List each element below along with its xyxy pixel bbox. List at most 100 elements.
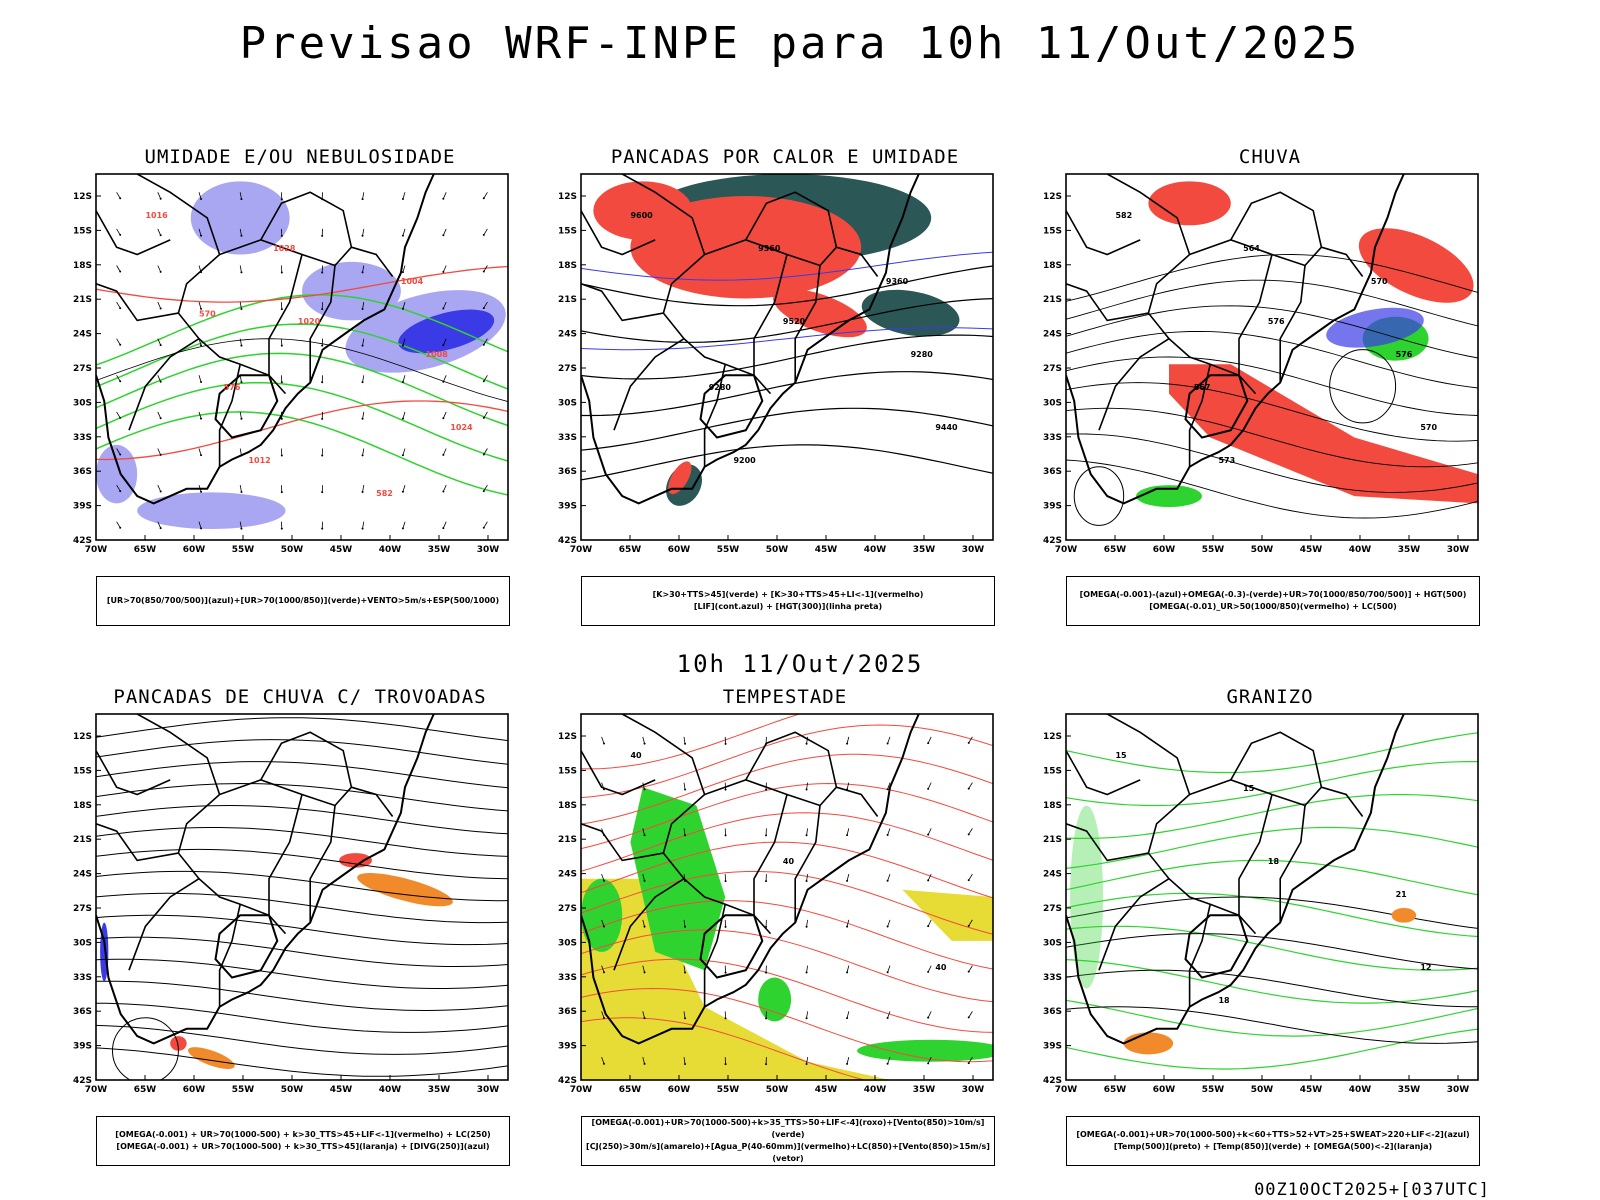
contour-label: 1008 <box>426 350 449 359</box>
lat-tick-label: 39S <box>1043 1042 1062 1052</box>
contour-label: 40 <box>783 857 795 866</box>
country-border <box>128 338 200 431</box>
coastline <box>581 174 920 505</box>
country-border <box>260 731 353 788</box>
lat-tick-label: 36S <box>558 467 577 477</box>
lat-tick-label: 42S <box>73 536 92 546</box>
panel-legend: [OMEGA(-0.001)+UR>70(1000-500)+k>35_TTS>… <box>581 1116 995 1166</box>
legend-line: [UR>70(850/700/500)](azul)+[UR>70(1000/8… <box>106 596 500 605</box>
country-border <box>128 878 200 971</box>
country-border <box>1238 254 1273 376</box>
lat-tick-label: 18S <box>558 801 577 811</box>
contour-label: 15 <box>1115 751 1127 760</box>
country-border <box>260 191 353 248</box>
weather-map: 9600 9520 9440 9360 9280 9200 9360 9280 12S 15S 18… <box>558 173 994 555</box>
lat-tick-label: 33S <box>73 433 92 443</box>
lat-tick-label: 24S <box>73 870 92 880</box>
lon-tick-label: 70W <box>570 545 593 555</box>
coastline <box>96 174 435 505</box>
panel-legend: [OMEGA(-0.001) + UR>70(1000-500) + k>30_… <box>96 1116 510 1166</box>
country-border <box>1066 750 1141 796</box>
map-frame <box>580 713 994 1081</box>
contour-label: 9360 <box>886 277 909 286</box>
contour-label: 9280 <box>911 350 934 359</box>
panel-title: GRANIZO <box>1226 686 1314 708</box>
lat-tick-label: 15S <box>73 766 92 776</box>
contour-label: 582 <box>376 489 393 498</box>
map-frame <box>1065 713 1479 1081</box>
lon-tick-label: 55W <box>1202 1085 1225 1095</box>
lat-tick-label: 39S <box>1043 502 1062 512</box>
lat-tick-label: 30S <box>1043 398 1062 408</box>
panel-pancadas-calor: PANCADAS POR CALOR E UMIDADE 9600 9520 9440… <box>535 146 1035 636</box>
country-border <box>581 750 656 796</box>
contour-label: 573 <box>1218 456 1235 465</box>
lat-tick-label: 33S <box>558 433 577 443</box>
lat-tick-label: 21S <box>73 295 92 305</box>
panel-pancadas-trovoadas: PANCADAS DE CHUVA C/ TROVOADAS 12S 15S 18S 2… <box>50 686 550 1176</box>
run-timestamp: 00Z10OCT2025+[037UTC] <box>1254 1180 1490 1200</box>
contour-label: 9280 <box>709 383 732 392</box>
contour-label: 582 <box>1115 211 1132 220</box>
valid-time-label: 10h 11/Out/2025 <box>676 650 924 678</box>
country-border <box>1188 364 1211 467</box>
lat-tick-label: 15S <box>1043 766 1062 776</box>
contour-label: 1028 <box>273 244 296 253</box>
lon-tick-label: 65W <box>1104 1085 1127 1095</box>
lon-tick-label: 35W <box>428 545 451 555</box>
lon-tick-label: 55W <box>1202 545 1225 555</box>
contour-label: 15 <box>1243 784 1255 793</box>
country-border <box>1238 794 1273 916</box>
country-border <box>794 265 821 383</box>
contour-label: 576 <box>224 383 241 392</box>
country-border <box>96 750 171 796</box>
contour-label: 18 <box>1218 996 1230 1005</box>
contour-label: 9600 <box>630 211 653 220</box>
uruguay-border <box>1184 374 1249 439</box>
lat-tick-label: 36S <box>1043 1007 1062 1017</box>
lat-tick-label: 18S <box>1043 801 1062 811</box>
lon-tick-label: 45W <box>815 545 838 555</box>
lon-tick-label: 45W <box>330 545 353 555</box>
lon-tick-label: 60W <box>1153 545 1176 555</box>
lon-tick-label: 30W <box>1447 545 1470 555</box>
country-border <box>621 714 772 935</box>
contour-label: 1020 <box>298 317 321 326</box>
map-frame <box>95 173 509 541</box>
legend-line: [OMEGA(-0.001)+UR>70(1000-500)+k<60+TTS>… <box>1076 1130 1470 1139</box>
country-border <box>1279 805 1306 923</box>
weather-map: 40 40 40 12S 15S 18S 21S 24S 27S 30S 33S 36S 39S 42S7… <box>558 713 994 1095</box>
lat-tick-label: 30S <box>558 398 577 408</box>
lat-tick-label: 27S <box>73 904 92 914</box>
contour-label: 1024 <box>450 423 473 432</box>
contour-label: 576 <box>1268 317 1285 326</box>
country-border <box>218 904 241 1007</box>
lon-tick-label: 50W <box>766 545 789 555</box>
lat-tick-label: 36S <box>73 1007 92 1017</box>
lat-tick-label: 39S <box>73 1042 92 1052</box>
country-border <box>753 794 788 916</box>
lon-tick-label: 65W <box>1104 545 1127 555</box>
lat-tick-label: 12S <box>73 732 92 742</box>
lat-tick-label: 36S <box>73 467 92 477</box>
lat-tick-label: 42S <box>1043 1076 1062 1086</box>
country-border <box>753 254 788 376</box>
country-border <box>1279 265 1306 383</box>
coastline <box>581 714 920 1045</box>
lon-tick-label: 45W <box>815 1085 838 1095</box>
lat-tick-label: 12S <box>1043 192 1062 202</box>
lat-tick-label: 33S <box>558 973 577 983</box>
legend-line: [OMEGA(-0.001) + UR>70(1000-500) + k>30_… <box>115 1130 491 1139</box>
lon-tick-label: 50W <box>1251 1085 1274 1095</box>
lat-tick-label: 24S <box>558 330 577 340</box>
lon-tick-label: 45W <box>330 1085 353 1095</box>
contour-label: 9360 <box>758 244 781 253</box>
lon-tick-label: 60W <box>183 1085 206 1095</box>
panel-title: TEMPESTADE <box>722 686 848 708</box>
lat-tick-label: 12S <box>73 192 92 202</box>
contour-label: 1016 <box>145 211 168 220</box>
coastline <box>96 714 435 1045</box>
country-border <box>621 174 772 395</box>
lat-tick-label: 18S <box>558 261 577 271</box>
